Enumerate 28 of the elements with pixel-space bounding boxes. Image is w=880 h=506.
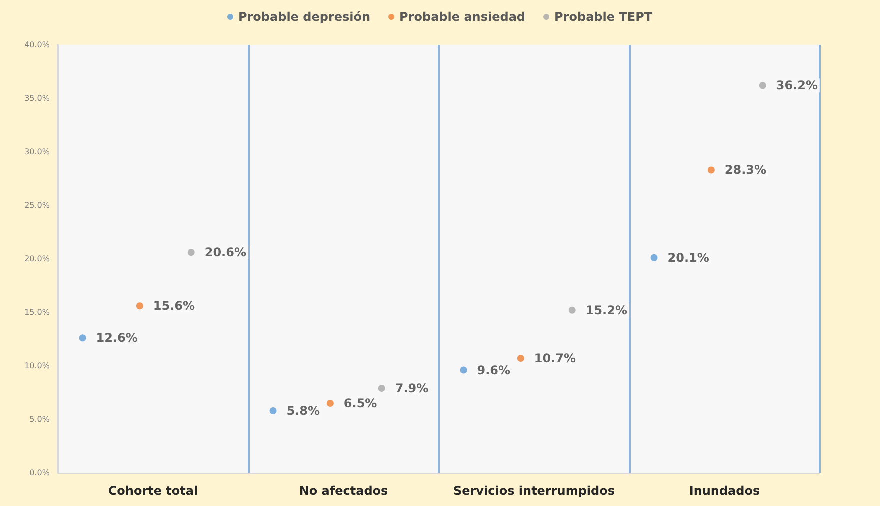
x-tick-label: Servicios interrumpidos [453, 484, 616, 498]
y-tick-label: 20.0% [24, 254, 50, 264]
data-label: 20.1% [668, 250, 710, 265]
data-label: 15.2% [586, 303, 628, 318]
x-tick-label: Cohorte total [108, 484, 198, 498]
x-tick-label: Inundados [689, 484, 760, 498]
data-label: 7.9% [395, 381, 429, 396]
data-label: 28.3% [724, 163, 767, 178]
legend-label: Probable depresión [238, 10, 371, 24]
y-tick-label: 40.0% [24, 40, 50, 50]
legend-label: Probable ansiedad [400, 10, 526, 24]
y-tick-label: 10.0% [24, 362, 50, 370]
data-label: 36.2% [776, 78, 818, 93]
y-tick-label: 5.0% [30, 415, 50, 424]
y-tick-label: 25.0% [24, 201, 50, 210]
data-label: 12.6% [96, 331, 138, 346]
data-label: 9.6% [477, 363, 511, 378]
x-tick-label: No afectados [299, 484, 388, 498]
y-tick-label: 15.0% [24, 308, 50, 317]
legend-label: Probable TEPT [554, 10, 654, 24]
data-label: 5.8% [286, 404, 320, 418]
y-tick-label: 30.0% [24, 148, 50, 156]
y-tick-label: 35.0% [24, 94, 50, 103]
data-label: 15.6% [153, 299, 196, 314]
data-label: 6.5% [344, 396, 378, 410]
data-label: 10.7% [534, 352, 576, 366]
y-tick-label: 0.0% [30, 468, 50, 478]
data-label: 20.6% [204, 246, 246, 260]
